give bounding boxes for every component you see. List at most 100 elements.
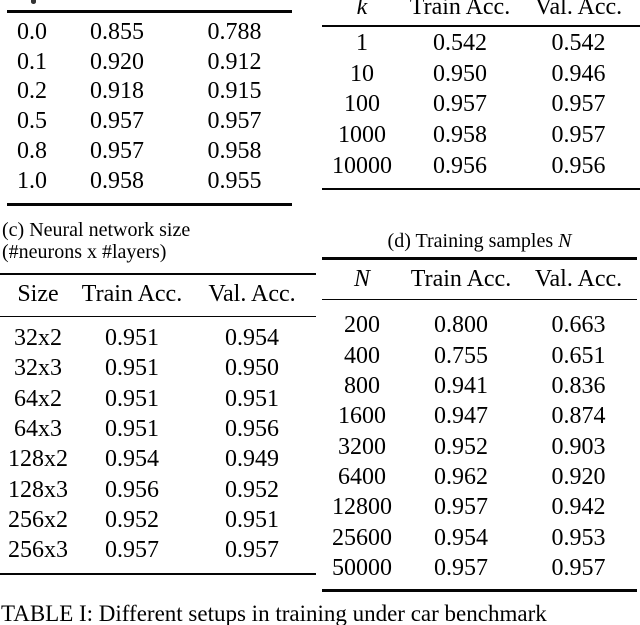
table-d-bottom-rule [322, 589, 637, 592]
caption-line: (c) Neural network size [2, 219, 191, 241]
table-row: 0.0 0.855 0.788 [7, 17, 292, 47]
cell: 1.0 [17, 167, 47, 194]
table-a-bottom-rule [7, 203, 292, 206]
header-cell-train-acc: Train Acc. [81, 281, 183, 307]
table-i-caption: TABLE I: Different setups in training un… [1, 601, 547, 625]
cell: 0.954 [434, 524, 488, 551]
cell: 0.942 [551, 494, 606, 521]
table-row: 256x3 0.957 0.957 [0, 535, 316, 565]
cell: 1600 [338, 403, 386, 430]
table-row: 0.2 0.918 0.915 [7, 77, 292, 107]
cell: 0.918 [90, 78, 144, 105]
cell: 0.957 [434, 494, 488, 521]
cell: 0.956 [433, 152, 487, 179]
table-row: 50000 0.957 0.957 [322, 553, 637, 583]
cell: 0.947 [434, 403, 488, 430]
table-d-header: N Train Acc. Val. Acc. [322, 266, 637, 292]
cell: 0.951 [105, 416, 159, 443]
cell: 0.946 [551, 60, 606, 87]
caption-variable: N [558, 230, 572, 252]
cell: 128x3 [8, 476, 68, 503]
cell: 0.855 [90, 18, 144, 45]
table-row: 64x2 0.951 0.951 [0, 384, 316, 414]
table-row: 10 0.950 0.946 [322, 59, 639, 90]
cell: 0.957 [90, 138, 144, 165]
cell: 0.5 [17, 108, 47, 135]
table-row: 25600 0.954 0.953 [322, 522, 637, 552]
cell: 10000 [332, 152, 392, 179]
cell: 50000 [332, 554, 392, 581]
cell: 0.920 [551, 463, 606, 490]
caption-text: (d) Training samples [387, 230, 554, 252]
table-row: 10000 0.956 0.956 [322, 150, 639, 181]
cell: 0.958 [90, 167, 144, 194]
cell: 0.542 [551, 30, 606, 57]
table-b-mid-rule [322, 25, 640, 27]
cell: 0.952 [225, 476, 279, 503]
cell: 256x2 [8, 506, 68, 533]
cell: 0.957 [225, 537, 279, 564]
cell: 0.663 [551, 312, 606, 339]
cell: 6400 [338, 463, 386, 490]
cell: 32x3 [14, 355, 62, 382]
table-a-top-rule [7, 10, 292, 13]
cell: 0.915 [207, 78, 262, 105]
cell: 64x3 [14, 416, 62, 443]
table-c-bottom-rule [0, 572, 316, 576]
cell: 200 [344, 312, 380, 339]
cell: 0.788 [207, 18, 262, 45]
cell: 0.962 [434, 463, 488, 490]
header-cell-val-acc: Val. Acc. [208, 281, 296, 307]
cell: 0.956 [551, 152, 606, 179]
table-row: 12800 0.957 0.942 [322, 492, 637, 522]
table-row: 1000 0.958 0.957 [322, 120, 639, 151]
table-row: 3200 0.952 0.903 [322, 431, 637, 461]
cell: 12800 [332, 494, 392, 521]
cell: 0.957 [105, 537, 159, 564]
cell: 0.949 [225, 446, 279, 473]
header-cell-val-acc: Val. Acc. [534, 0, 623, 20]
cell: 800 [344, 372, 380, 399]
cell: 0.958 [207, 138, 262, 165]
cell: 0.950 [433, 60, 487, 87]
table-b-bottom-rule [322, 187, 640, 191]
cell: 0.920 [90, 48, 144, 75]
table-d-mid-rule [322, 298, 637, 301]
cell: 0.957 [434, 554, 488, 581]
cell: 0.874 [551, 403, 606, 430]
cell: 0.8 [17, 138, 47, 165]
cell: 0.957 [207, 108, 262, 135]
table-row: 64x3 0.951 0.956 [0, 414, 316, 444]
table-row: 200 0.800 0.663 [322, 310, 637, 340]
table-row: 1600 0.947 0.874 [322, 401, 637, 431]
cell: 0.800 [434, 312, 488, 339]
table-c-header: Size Train Acc. Val. Acc. [0, 281, 316, 307]
cell: 25600 [332, 524, 392, 551]
cell: 0.957 [551, 91, 606, 118]
table-row: 6400 0.962 0.920 [322, 462, 637, 492]
cell: 0.950 [225, 355, 279, 382]
cell: 3200 [338, 433, 386, 460]
table-row: 256x2 0.952 0.951 [0, 505, 316, 535]
cell: 0.958 [433, 122, 487, 149]
cell: 1 [356, 30, 368, 57]
table-row: 0.5 0.957 0.957 [7, 106, 292, 136]
cell: 0.912 [207, 48, 262, 75]
cell: 0.951 [225, 385, 279, 412]
header-cell-size: Size [17, 281, 59, 307]
cell: 0.1 [17, 48, 47, 75]
cell: 10 [350, 60, 374, 87]
table-b-header: k Train Acc. Val. Acc. [322, 0, 639, 19]
cell: 256x3 [8, 537, 68, 564]
cell: 0.957 [433, 91, 487, 118]
table-b-body: 1 0.542 0.542 10 0.950 0.946 100 0.957 0… [322, 28, 639, 181]
cell: 0.951 [105, 325, 159, 352]
cell: 0.952 [105, 506, 159, 533]
cell: 128x2 [8, 446, 68, 473]
cell: 0.956 [105, 476, 159, 503]
cell: 1000 [338, 122, 386, 149]
cell: 0.957 [551, 554, 606, 581]
cell: 0.955 [207, 167, 262, 194]
cell: 0.903 [551, 433, 606, 460]
cell: 0.956 [225, 416, 279, 443]
